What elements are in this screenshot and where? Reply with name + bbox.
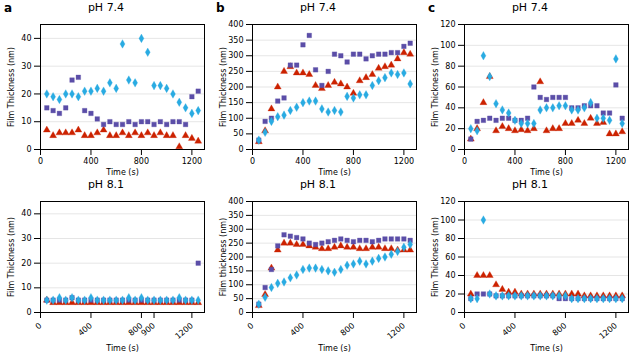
svg-text:400: 400 (228, 197, 243, 206)
html-text:pH 7.4: pH 7.4 (299, 1, 337, 14)
svg-text:0: 0 (38, 157, 43, 166)
svg-text:0: 0 (462, 157, 467, 166)
svg-text:250: 250 (228, 67, 243, 76)
svg-text:Time (s): Time (s) (105, 344, 139, 353)
svg-text:800: 800 (339, 321, 356, 338)
svg-text:120: 120 (440, 197, 455, 206)
svg-text:400: 400 (228, 20, 243, 29)
svg-text:0: 0 (26, 145, 31, 154)
svg-text:100: 100 (440, 41, 455, 50)
svg-text:400: 400 (500, 321, 517, 338)
html-text:a: a (4, 1, 13, 15)
svg-text:50: 50 (233, 129, 243, 138)
svg-text:0: 0 (250, 157, 255, 166)
svg-text:400: 400 (288, 321, 305, 338)
svg-text:60: 60 (445, 253, 455, 262)
svg-text:60: 60 (445, 83, 455, 92)
svg-text:Time (s): Time (s) (317, 344, 351, 353)
html-text:pH 8.1: pH 8.1 (511, 178, 549, 191)
svg-text:20: 20 (445, 290, 455, 299)
svg-text:10: 10 (21, 117, 31, 126)
svg-text:0: 0 (238, 308, 243, 317)
svg-text:80: 80 (445, 62, 455, 71)
svg-text:1200: 1200 (597, 321, 618, 341)
svg-text:40: 40 (21, 34, 31, 43)
svg-text:30: 30 (21, 62, 31, 71)
svg-text:Time (s): Time (s) (529, 344, 563, 353)
svg-text:30: 30 (21, 234, 31, 243)
svg-text:400: 400 (76, 321, 93, 338)
svg-text:20: 20 (21, 259, 31, 268)
svg-text:800: 800 (346, 157, 361, 166)
svg-text:0: 0 (450, 308, 455, 317)
svg-text:1200: 1200 (385, 321, 406, 341)
svg-text:200: 200 (228, 253, 243, 262)
html-text:c: c (428, 1, 436, 15)
svg-text:150: 150 (228, 266, 243, 275)
svg-text:Film Thickness (nm): Film Thickness (nm) (219, 47, 228, 127)
svg-text:1200: 1200 (606, 157, 626, 166)
svg-text:0: 0 (238, 145, 243, 154)
svg-text:200: 200 (228, 83, 243, 92)
svg-text:0: 0 (246, 321, 256, 331)
svg-text:800: 800 (551, 321, 568, 338)
svg-text:900: 900 (139, 321, 156, 338)
svg-text:100: 100 (228, 280, 243, 289)
svg-text:300: 300 (228, 225, 243, 234)
svg-text:300: 300 (228, 51, 243, 60)
svg-text:Film Thickness (nm): Film Thickness (nm) (7, 217, 16, 297)
svg-text:1200: 1200 (394, 157, 414, 166)
svg-text:80: 80 (445, 234, 455, 243)
svg-text:350: 350 (228, 211, 243, 220)
svg-text:Film Thickness (nm): Film Thickness (nm) (431, 47, 440, 127)
html-text:pH 8.1: pH 8.1 (299, 178, 337, 191)
svg-text:800: 800 (134, 157, 149, 166)
svg-text:800: 800 (126, 321, 145, 338)
svg-text:40: 40 (21, 209, 31, 218)
svg-text:250: 250 (228, 239, 243, 248)
html-text:pH 7.4: pH 7.4 (511, 1, 549, 14)
svg-text:350: 350 (228, 36, 243, 45)
svg-text:400: 400 (507, 157, 522, 166)
svg-text:120: 120 (440, 20, 455, 29)
html-text:pH 8.1: pH 8.1 (87, 178, 125, 191)
svg-text:800: 800 (558, 157, 573, 166)
svg-text:Film thickness (nm): Film thickness (nm) (219, 218, 228, 296)
svg-text:20: 20 (21, 90, 31, 99)
svg-text:1200: 1200 (182, 157, 202, 166)
svg-text:1200: 1200 (173, 321, 194, 341)
svg-text:100: 100 (440, 216, 455, 225)
svg-text:Time (s): Time (s) (529, 168, 563, 177)
svg-text:150: 150 (228, 98, 243, 107)
html-text:b: b (216, 1, 225, 15)
svg-text:Film Thickness (nm): Film Thickness (nm) (431, 217, 440, 297)
svg-text:400: 400 (295, 157, 310, 166)
svg-text:0: 0 (450, 145, 455, 154)
svg-text:50: 50 (233, 294, 243, 303)
svg-text:20: 20 (445, 124, 455, 133)
svg-text:0: 0 (458, 321, 468, 331)
svg-text:40: 40 (445, 271, 455, 280)
html-text:pH 7.4: pH 7.4 (87, 1, 125, 14)
svg-text:10: 10 (21, 283, 31, 292)
svg-text:0: 0 (26, 308, 31, 317)
svg-text:Time (s): Time (s) (317, 168, 351, 177)
svg-text:Time (s): Time (s) (105, 168, 139, 177)
svg-text:0: 0 (34, 321, 44, 331)
svg-text:100: 100 (228, 114, 243, 123)
svg-text:40: 40 (445, 103, 455, 112)
svg-text:400: 400 (83, 157, 98, 166)
svg-text:Film Thickness (nm): Film Thickness (nm) (7, 47, 16, 127)
